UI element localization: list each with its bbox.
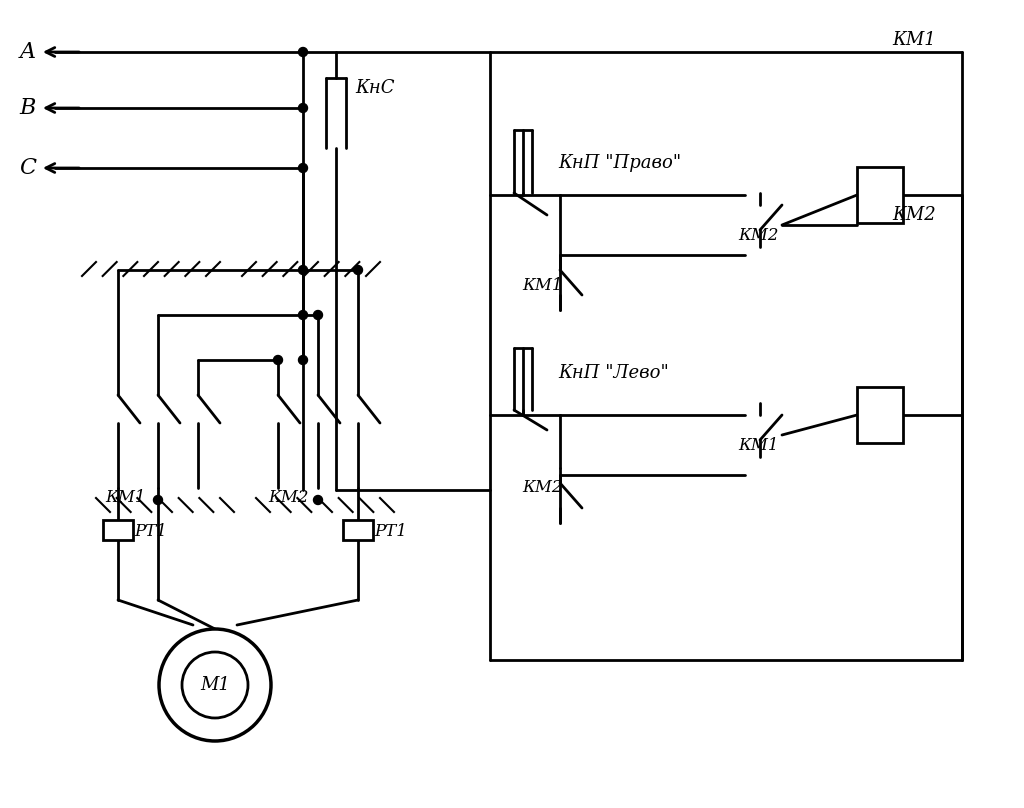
Circle shape	[313, 495, 323, 504]
Text: A: A	[19, 41, 36, 63]
Text: КМ1: КМ1	[738, 436, 778, 453]
Text: КМ1: КМ1	[522, 276, 562, 293]
Text: РТ1: РТ1	[134, 524, 167, 541]
Circle shape	[159, 629, 271, 741]
Text: М1: М1	[200, 676, 230, 694]
Circle shape	[154, 495, 163, 504]
Text: КМ2: КМ2	[268, 490, 308, 507]
Text: КМ2: КМ2	[738, 226, 778, 243]
Circle shape	[313, 310, 323, 319]
Circle shape	[273, 356, 283, 364]
Text: КМ1: КМ1	[892, 31, 936, 49]
Circle shape	[353, 266, 362, 275]
Circle shape	[299, 266, 307, 275]
Text: КМ2: КМ2	[522, 479, 562, 496]
Text: B: B	[19, 97, 36, 119]
Bar	[343, 520, 373, 540]
Bar	[857, 387, 903, 443]
Circle shape	[299, 163, 307, 172]
Text: КнС: КнС	[355, 79, 394, 97]
Circle shape	[299, 356, 307, 364]
Circle shape	[299, 310, 307, 319]
Text: КМ1: КМ1	[105, 490, 145, 507]
Bar	[103, 520, 133, 540]
Text: КнП "Право": КнП "Право"	[558, 154, 681, 172]
Bar	[857, 167, 903, 223]
Circle shape	[182, 652, 248, 718]
Text: КнП "Лево": КнП "Лево"	[558, 364, 669, 382]
Text: C: C	[19, 157, 37, 179]
Text: КМ2: КМ2	[892, 206, 936, 224]
Text: РТ1: РТ1	[374, 524, 407, 541]
Circle shape	[299, 48, 307, 57]
Circle shape	[299, 103, 307, 112]
